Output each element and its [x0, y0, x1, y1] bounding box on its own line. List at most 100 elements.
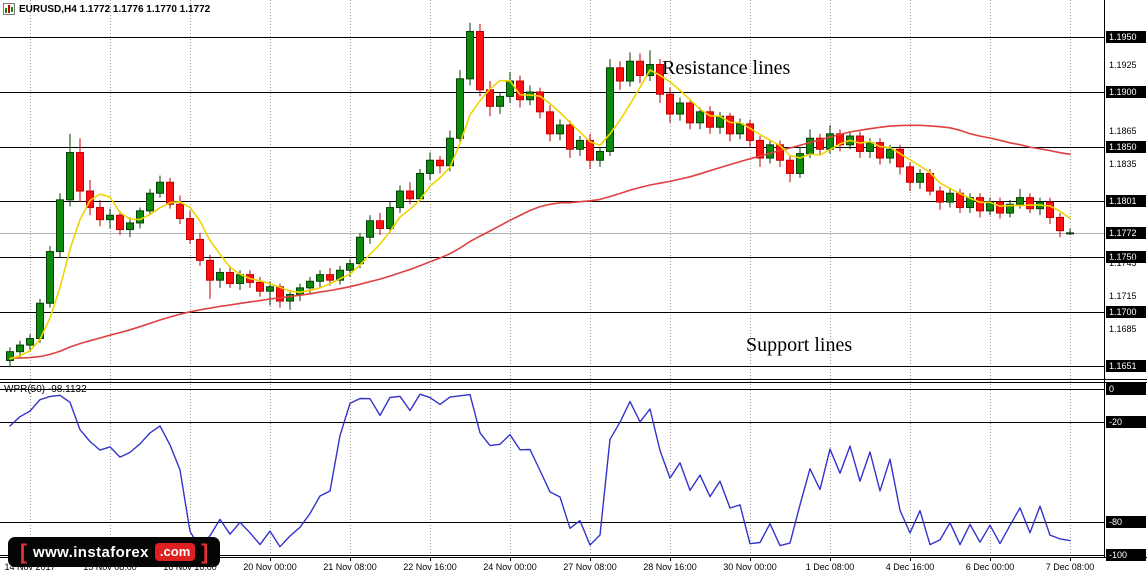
- candle: [996, 197, 1004, 219]
- candle: [356, 232, 364, 269]
- candle: [686, 98, 694, 130]
- indicator-level-lines: [0, 389, 1104, 556]
- indicator-level-badge: -100: [1106, 549, 1146, 561]
- candle: [366, 215, 374, 244]
- candle: [636, 53, 644, 84]
- instaforex-watermark: [ www.instaforex .com ]: [8, 537, 221, 567]
- candle: [646, 50, 654, 82]
- candle: [156, 175, 164, 198]
- candle: [56, 193, 64, 258]
- candle: [406, 182, 414, 205]
- candle: [916, 169, 924, 189]
- indicator-label: WPR(50) -98.1132: [4, 384, 87, 395]
- time-label: 30 Nov 00:00: [723, 562, 777, 572]
- price-scale-label: 1.1745: [1109, 258, 1137, 268]
- candle: [946, 188, 954, 208]
- watermark-close-bracket: ]: [201, 540, 209, 564]
- candle: [676, 97, 684, 121]
- time-label: 4 Dec 16:00: [885, 562, 935, 572]
- candle: [656, 59, 664, 104]
- price-axis[interactable]: 1.1950 1.1925 1.1900 1.1865 1.1850 1.1835 1.18…: [1106, 0, 1147, 585]
- price-badge: 1.1900: [1106, 86, 1146, 98]
- price-badge: 1.1772: [1106, 227, 1146, 239]
- candle: [576, 136, 584, 156]
- time-label: 16 Nov 16:00: [163, 562, 217, 572]
- candle: [266, 281, 274, 306]
- candle: [876, 138, 884, 165]
- price-scale-label: 1.1865: [1109, 126, 1137, 136]
- candle: [896, 144, 904, 175]
- candle: [756, 136, 764, 167]
- time-axis[interactable]: 14 Nov 2017 15 Nov 08:00 16 Nov 16:00 20 No…: [0, 558, 1147, 585]
- support-annotation[interactable]: Support lines: [746, 334, 853, 356]
- candle: [476, 23, 484, 97]
- time-label: 15 Nov 08:00: [83, 562, 137, 572]
- price-scale-label: 1.1925: [1109, 60, 1137, 70]
- candle: [566, 120, 574, 159]
- candle: [736, 118, 744, 140]
- candle: [786, 155, 794, 183]
- indicator-level-badge: -80: [1106, 516, 1146, 528]
- price-badge: 1.1850: [1106, 141, 1146, 153]
- candle: [836, 129, 844, 152]
- watermark-tld: .com: [154, 543, 196, 561]
- candle: [976, 193, 984, 218]
- candle: [666, 87, 674, 123]
- time-label: 7 Dec 08:00: [1045, 562, 1095, 572]
- candle: [696, 107, 704, 130]
- time-label: 20 Nov 00:00: [243, 562, 297, 572]
- time-label: 14 Nov 2017: [4, 562, 56, 572]
- candle: [36, 298, 44, 343]
- indicator-level-badge: 0: [1106, 383, 1146, 395]
- candle: [716, 111, 724, 134]
- candle: [106, 208, 114, 229]
- candle: [766, 140, 774, 164]
- candle: [66, 133, 74, 207]
- price-scale-label: 1.1835: [1109, 159, 1137, 169]
- candle: [6, 347, 14, 368]
- candle: [856, 131, 864, 159]
- candle: [1026, 193, 1034, 214]
- candle: [326, 268, 334, 286]
- candle: [336, 265, 344, 285]
- candle: [226, 265, 234, 288]
- candle: [76, 138, 84, 203]
- candle: [176, 195, 184, 225]
- candle: [386, 202, 394, 233]
- chart-title-text: EURUSD,H4 1.1772 1.1776 1.1770 1.1772: [19, 3, 211, 15]
- candle: [196, 232, 204, 266]
- watermark-open-bracket: [: [20, 540, 27, 564]
- candle: [606, 59, 614, 156]
- candle: [376, 213, 384, 236]
- resistance-annotation[interactable]: Resistance lines: [662, 57, 791, 79]
- price-badge: 1.1750: [1106, 251, 1146, 263]
- candle: [286, 290, 294, 310]
- candle: [1006, 199, 1014, 218]
- candle: [726, 112, 734, 142]
- candle: [26, 334, 34, 352]
- candle: [206, 254, 214, 299]
- candle: [216, 268, 224, 288]
- candles: [6, 22, 1074, 368]
- candle: [86, 180, 94, 216]
- time-label: 24 Nov 00:00: [483, 562, 537, 572]
- time-label: 6 Dec 00:00: [965, 562, 1015, 572]
- time-label: 28 Nov 16:00: [643, 562, 697, 572]
- candle: [426, 152, 434, 181]
- candle: [316, 270, 324, 288]
- price-badge: 1.1651: [1106, 360, 1146, 372]
- slow-ma-line: [9, 124, 1071, 359]
- time-label: 27 Nov 08:00: [563, 562, 617, 572]
- candle: [396, 185, 404, 214]
- indicator-level-badge: -20: [1106, 416, 1146, 428]
- candle: [466, 22, 474, 86]
- time-label: 22 Nov 16:00: [403, 562, 457, 572]
- candle: [986, 197, 994, 216]
- candle: [966, 193, 974, 214]
- candle: [446, 130, 454, 172]
- candle: [626, 52, 634, 87]
- candle: [456, 70, 464, 143]
- time-label: 1 Dec 08:00: [805, 562, 855, 572]
